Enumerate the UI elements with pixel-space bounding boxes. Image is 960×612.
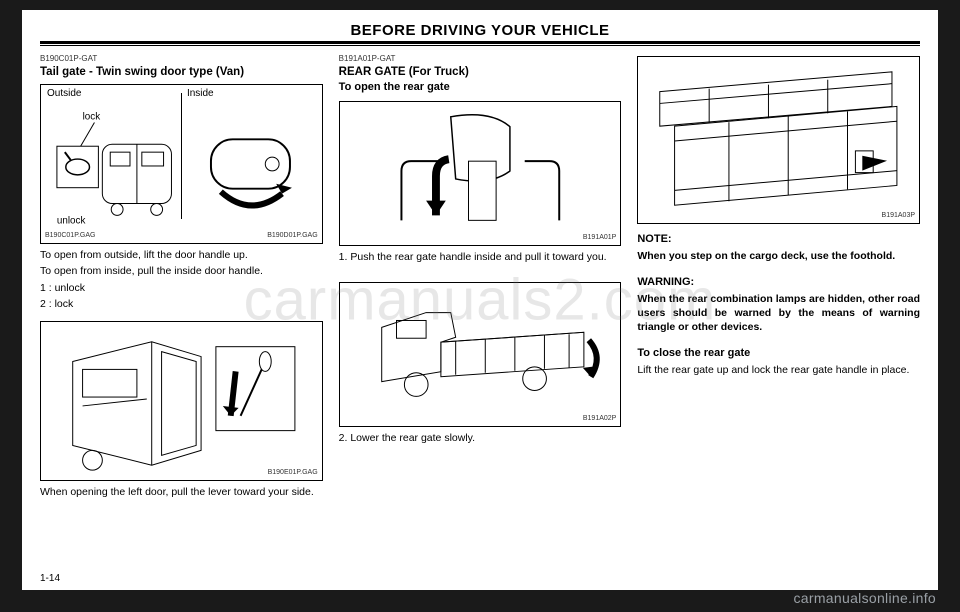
figure-label: B191A01P (583, 233, 616, 242)
rule-thick (40, 41, 920, 44)
content-columns: B190C01P-GAT Tail gate - Twin swing door… (40, 54, 920, 501)
figure-label: B190D01P.GAG (267, 231, 317, 240)
cargo-deck-illustration (638, 57, 919, 223)
column-3: B191A03P NOTE: When you step on the carg… (637, 54, 920, 501)
left-door-illustration (41, 322, 322, 480)
rear-gate-handle-illustration (340, 102, 621, 245)
page-header: BEFORE DRIVING YOUR VEHICLE (40, 22, 920, 39)
close-title: To close the rear gate (637, 346, 920, 361)
figure-tailgate-handles: Outside Inside lock (40, 84, 323, 244)
warning-body: When the rear combination lamps are hidd… (637, 292, 920, 335)
manual-page: BEFORE DRIVING YOUR VEHICLE CarManuals2.… (22, 10, 938, 590)
svg-text:unlock: unlock (57, 216, 86, 227)
figure-label: B191A02P (583, 414, 616, 423)
step-text: 2. Lower the rear gate slowly. (339, 431, 622, 445)
figure-truck-rear: B191A02P (339, 282, 622, 427)
note-title: NOTE: (637, 232, 920, 247)
body-text: To open from inside, pull the inside doo… (40, 264, 323, 278)
body-text: 1 : unlock (40, 281, 323, 295)
figure-rear-gate-handle: B191A01P (339, 101, 622, 246)
note-body: When you step on the cargo deck, use the… (637, 249, 920, 263)
column-2: B191A01P-GAT REAR GATE (For Truck) To op… (339, 54, 622, 501)
warning-title: WARNING: (637, 275, 920, 290)
truck-rear-illustration (340, 283, 621, 426)
figure-divider (181, 93, 182, 219)
figure-cargo-deck: B191A03P (637, 56, 920, 224)
rule-thin (40, 45, 920, 46)
figure-label: B190C01P.GAG (45, 231, 95, 240)
section-code: B190C01P-GAT (40, 54, 323, 65)
step-text: 1. Push the rear gate handle inside and … (339, 250, 622, 264)
close-body: Lift the rear gate up and lock the rear … (637, 363, 920, 377)
column-1: B190C01P-GAT Tail gate - Twin swing door… (40, 54, 323, 501)
label-outside: Outside (47, 87, 81, 101)
figure-left-door: B190E01P.GAG (40, 321, 323, 481)
section-title: Tail gate - Twin swing door type (Van) (40, 65, 323, 81)
figure-label: B191A03P (882, 211, 915, 220)
figure-label: B190E01P.GAG (268, 468, 318, 477)
section-title: REAR GATE (For Truck) (339, 65, 622, 81)
page-number: 1-14 (40, 573, 60, 584)
section-code: B191A01P-GAT (339, 54, 622, 65)
body-text: When opening the left door, pull the lev… (40, 485, 323, 499)
body-text: 2 : lock (40, 297, 323, 311)
site-footer: carmanualsonline.info (794, 590, 937, 606)
label-inside: Inside (187, 87, 214, 101)
section-subtitle: To open the rear gate (339, 80, 622, 95)
svg-text:lock: lock (83, 112, 101, 123)
body-text: To open from outside, lift the door hand… (40, 248, 323, 262)
